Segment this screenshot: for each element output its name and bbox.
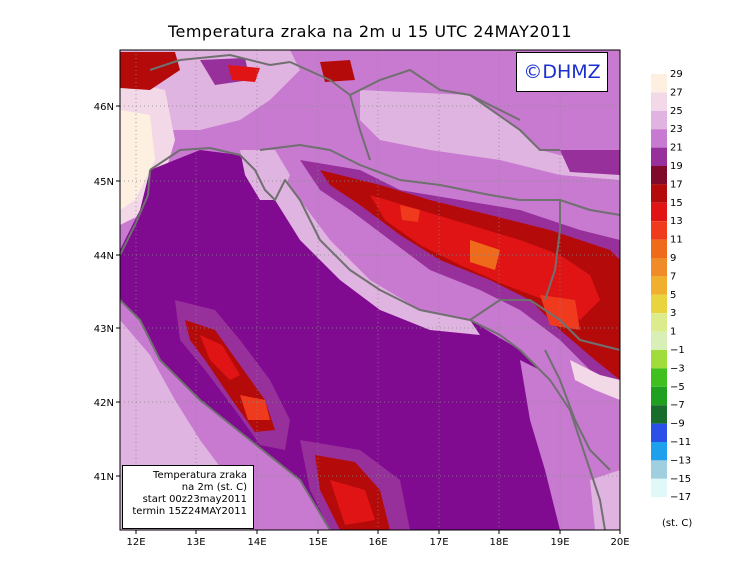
legend-label: −3 [670, 363, 685, 374]
info-line: termin 15Z24MAY2011 [132, 506, 247, 517]
legend-swatch [651, 386, 667, 406]
legend-swatch [651, 442, 667, 461]
legend-swatch [651, 110, 667, 130]
lon-tick-label: 20E [610, 537, 629, 548]
lon-tick-label: 19E [550, 537, 569, 548]
lat-tick-label: 43N [94, 324, 114, 335]
legend-swatch [651, 239, 667, 258]
legend-label: −9 [670, 419, 685, 430]
lon-tick-label: 12E [126, 537, 145, 548]
legend-swatch [651, 166, 667, 185]
legend-label: 7 [670, 271, 676, 282]
legend-label: −11 [670, 437, 691, 448]
legend-label: 3 [670, 308, 676, 319]
legend-swatch [651, 405, 667, 424]
istria [240, 150, 290, 200]
south-core [330, 480, 375, 525]
legend-swatch [651, 92, 667, 111]
legend-label: 13 [670, 216, 683, 227]
legend-label: 1 [670, 327, 676, 338]
legend-swatch [651, 129, 667, 148]
legend-label: 27 [670, 87, 683, 98]
lon-tick-label: 16E [368, 537, 387, 548]
dinaric-orange-3 [400, 205, 420, 222]
apennine-core-2 [240, 395, 270, 420]
albania-hot [570, 360, 620, 400]
lon-tick-label: 17E [429, 537, 448, 548]
map-title: Temperatura zraka na 2m u 15 UTC 24MAY20… [167, 22, 573, 41]
legend-label: 15 [670, 198, 683, 209]
copyright-label: ©DHMZ [516, 52, 608, 92]
alps-cold-4 [320, 60, 355, 82]
temperature-field [120, 50, 620, 530]
legend-swatch [651, 147, 667, 166]
lon-tick-label: 18E [489, 537, 508, 548]
east-strip [560, 150, 620, 175]
apennine-core [200, 335, 240, 380]
legend-label: −5 [670, 382, 685, 393]
info-line: Temperatura zraka [153, 470, 247, 481]
axis-ticks [116, 105, 621, 534]
legend-label: 19 [670, 161, 683, 172]
map-frame [119, 49, 621, 531]
legend-label: 11 [670, 235, 683, 246]
legend-swatch [651, 74, 667, 93]
color-legend: 29 27 25 23 21 19 17 15 13 11 9 7 5 3 1 −1 −3 −5 −7 −9 −11 −1… [651, 69, 691, 503]
lon-tick-label: 15E [308, 537, 327, 548]
lon-tick-label: 13E [186, 537, 205, 548]
coastline [119, 54, 621, 531]
legend-label: 21 [670, 143, 683, 154]
info-line: start 00z23may2011 [142, 494, 247, 505]
legend-swatch [651, 478, 667, 498]
legend-unit: (st. C) [662, 518, 693, 529]
legend-label: −13 [670, 455, 691, 466]
legend-swatch [651, 294, 667, 314]
legend-swatch [651, 460, 667, 479]
lat-tick-label: 44N [94, 251, 114, 262]
dinaric-orange-2 [540, 295, 580, 330]
legend-swatch [651, 331, 667, 350]
lat-labels: 46N 45N 44N 43N 42N 41N [94, 102, 114, 483]
lat-tick-label: 45N [94, 177, 114, 188]
info-line: na 2m (st. C) [181, 482, 247, 493]
legend-swatch [651, 202, 667, 222]
lat-tick-label: 46N [94, 102, 114, 113]
legend-swatch [651, 221, 667, 240]
alps-cold-3 [228, 65, 260, 82]
pannonian-light [360, 90, 620, 180]
legend-label: −15 [670, 474, 691, 485]
legend-swatch [651, 258, 667, 277]
lon-tick-label: 14E [247, 537, 266, 548]
legend-swatch [651, 350, 667, 369]
legend-label: 9 [670, 253, 676, 264]
legend-swatch [651, 423, 667, 442]
legend-swatch [651, 368, 667, 387]
graticule [120, 50, 620, 530]
legend-label: 23 [670, 124, 683, 135]
legend-swatch [651, 184, 667, 203]
lat-tick-label: 42N [94, 398, 114, 409]
legend-label: 5 [670, 290, 676, 301]
alps-cold [120, 52, 180, 90]
lon-labels: 12E 13E 14E 15E 16E 17E 18E 19E 20E [126, 537, 629, 548]
legend-label: 17 [670, 179, 683, 190]
legend-label: −7 [670, 400, 685, 411]
info-box: Temperatura zraka na 2m (st. C) start 00… [122, 465, 254, 529]
legend-swatch [651, 276, 667, 295]
legend-label: 29 [670, 69, 683, 80]
legend-label: −17 [670, 492, 691, 503]
legend-swatch [651, 313, 667, 332]
legend-label: −1 [670, 345, 685, 356]
legend-label: 25 [670, 106, 683, 117]
lat-tick-label: 41N [94, 472, 114, 483]
hottest-area [120, 110, 155, 210]
albania-south [590, 470, 620, 530]
